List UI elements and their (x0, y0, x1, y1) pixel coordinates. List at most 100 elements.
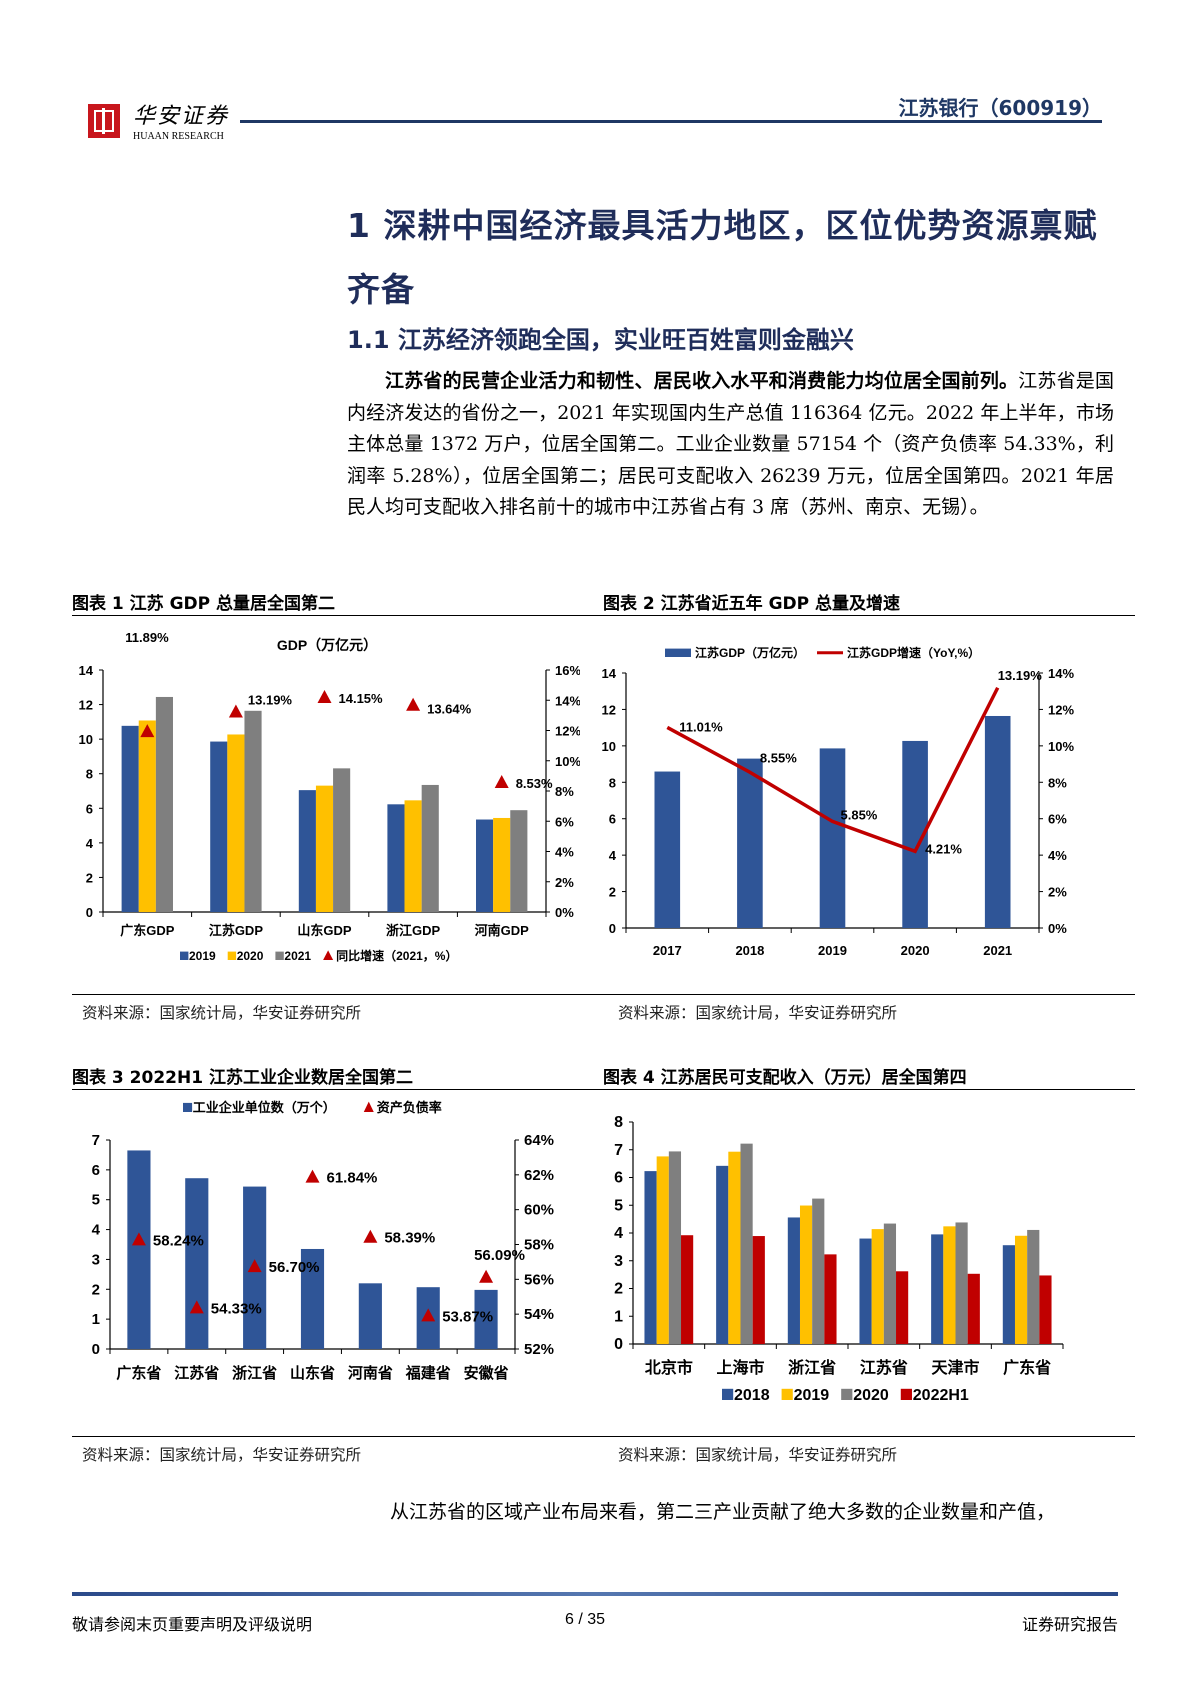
bar-2020-广东省 (1027, 1229, 1040, 1344)
y-tick-label: 7 (92, 1132, 100, 1149)
y-tick-label: 2 (92, 1281, 100, 1298)
bar-2018-广东省 (1002, 1245, 1015, 1344)
y-tick-label: 14 (602, 666, 617, 681)
bar-2018-江苏省 (859, 1238, 872, 1344)
triangle-marker (421, 1308, 436, 1322)
body-paragraph-2: 从江苏省的区域产业布局来看，第二三产业贡献了绝大多数的企业数量和产值， (390, 1501, 1056, 1523)
bar-2019-北京市 (656, 1156, 669, 1344)
bar-江苏GDP（万亿元）-2017 (654, 771, 681, 928)
legend-label: 江苏GDP增速（YoY,%） (847, 645, 980, 660)
data-label: 13.19% (998, 668, 1043, 683)
y-tick-label: 1 (614, 1308, 623, 1325)
category-label: 安徽省 (464, 1364, 509, 1382)
legend-label: 工业企业单位数（万个） (193, 1100, 336, 1115)
category-label: 浙江GDP (386, 923, 441, 938)
legend-swatch (665, 648, 691, 657)
data-label: 58.24% (153, 1232, 204, 1249)
triangle-marker (131, 1232, 146, 1246)
bar-2021-浙江GDP (421, 784, 439, 912)
y-tick-label: 2 (609, 885, 616, 900)
category-label: 2019 (818, 943, 847, 958)
y-tick-label: 14 (79, 663, 94, 678)
bar-2019-天津市 (943, 1226, 956, 1344)
y-tick-label: 3 (92, 1251, 100, 1268)
category-label: 广东GDP (120, 923, 175, 938)
legend-swatch (275, 951, 284, 960)
y-tick-label: 0 (609, 921, 616, 936)
y2-tick-label: 6% (555, 814, 574, 829)
legend-swatch (180, 951, 189, 960)
bar-2018-上海市 (716, 1165, 729, 1344)
bar-2018-北京市 (644, 1171, 657, 1344)
category-label: 北京市 (645, 1358, 693, 1377)
y2-tick-label: 2% (1048, 885, 1067, 900)
data-label: 56.09% (474, 1247, 525, 1264)
body-paragraph: 江苏省的民营企业活力和韧性、居民收入水平和消费能力均位居全国前列。江苏省是国内经… (347, 366, 1114, 524)
y2-tick-label: 14% (555, 693, 580, 708)
data-label: 14.15% (339, 691, 384, 706)
category-label: 浙江省 (788, 1358, 836, 1377)
data-label: 56.70% (269, 1259, 320, 1276)
legend-label: 2019 (189, 949, 216, 963)
y-tick-label: 4 (614, 1225, 623, 1242)
y-tick-label: 4 (92, 1222, 101, 1239)
figure-3-title: 图表 3 2022H1 江苏工业企业数居全国第二 (72, 1068, 413, 1088)
chart-disposable-income: 0 1 2 3 4 5 6 7 8 北京市 上海市 浙江省 江苏省 天津市 广东省 2018 2019 2020 2… (614, 1114, 1064, 1404)
logo-text: 华安证券 (133, 104, 230, 129)
y-tick-label: 0 (92, 1341, 100, 1358)
paragraph-lead: 江苏省的民营企业活力和韧性、居民收入水平和消费能力均位居全国前列。 (385, 370, 1019, 392)
legend-swatch (722, 1388, 734, 1400)
legend-swatch (900, 1388, 912, 1400)
category-label: 山东GDP (297, 923, 352, 938)
data-label: 8.53% (516, 776, 553, 791)
y-tick-label: 6 (609, 812, 616, 827)
bar-2020-山东GDP (315, 785, 334, 912)
y2-tick-label: 14% (1048, 666, 1074, 681)
data-label: 11.89% (125, 630, 169, 645)
y-tick-label: 10 (79, 732, 93, 747)
figure-3-source: 资料来源：国家统计局，华安证券研究所 (82, 1446, 362, 1464)
y2-tick-label: 0% (1048, 921, 1067, 936)
triangle-marker (247, 1259, 262, 1273)
legend-label: 2020 (237, 949, 264, 963)
footer-divider (72, 1592, 1118, 1596)
y2-tick-label: 8% (555, 784, 574, 799)
bar-2018-天津市 (931, 1234, 944, 1344)
bar-工业企业单位数（万个）-河南省 (358, 1283, 382, 1349)
page-number: 6 / 35 (565, 1611, 606, 1628)
figure-1-title: 图表 1 江苏 GDP 总量居全国第二 (72, 594, 336, 614)
y2-tick-label: 52% (524, 1341, 554, 1358)
legend-swatch (781, 1388, 793, 1400)
bar-2020-上海市 (740, 1143, 753, 1344)
figure-rule (72, 994, 1135, 995)
paragraph-text: 江苏省是国内经济发达的省份之一，2021 年实现国内生产总值 116364 亿元… (347, 370, 1114, 519)
triangle-marker (317, 689, 332, 703)
bar-2021-江苏GDP (244, 710, 262, 912)
legend-label: 2022H1 (913, 1387, 969, 1404)
y-tick-label: 8 (86, 767, 93, 782)
category-label: 2020 (901, 943, 930, 958)
figure-rule (72, 1089, 1135, 1090)
bar-2020-浙江省 (812, 1198, 825, 1344)
y2-tick-label: 10% (1048, 739, 1074, 754)
bar-2019-浙江GDP (387, 804, 405, 912)
bar-2022H1-天津市 (967, 1273, 980, 1344)
bar-2022H1-上海市 (752, 1236, 765, 1344)
y-tick-label: 6 (92, 1162, 100, 1179)
logo-english: HUAAN RESEARCH (133, 131, 224, 142)
category-label: 江苏省 (860, 1358, 908, 1377)
y2-tick-label: 0% (555, 905, 574, 920)
data-label: 13.64% (427, 702, 472, 717)
bar-2018-浙江省 (787, 1217, 800, 1344)
legend-label: 2018 (734, 1387, 770, 1404)
category-label: 2017 (653, 943, 682, 958)
growth-line (666, 686, 1000, 854)
figure-4-source: 资料来源：国家统计局，华安证券研究所 (618, 1446, 898, 1464)
triangle-marker (406, 697, 421, 711)
triangle-marker (363, 1229, 378, 1243)
category-label: 浙江省 (232, 1364, 277, 1382)
category-label: 山东省 (290, 1364, 335, 1382)
chart-industrial-enterprises: 0 1 2 3 4 5 6 7 广东省 江苏省 浙江省 山东省 河南省 福建省 安徽省 52% 54% 56% 58… (92, 1100, 554, 1382)
y2-tick-label: 56% (524, 1271, 554, 1288)
category-label: 江苏省 (174, 1364, 219, 1382)
